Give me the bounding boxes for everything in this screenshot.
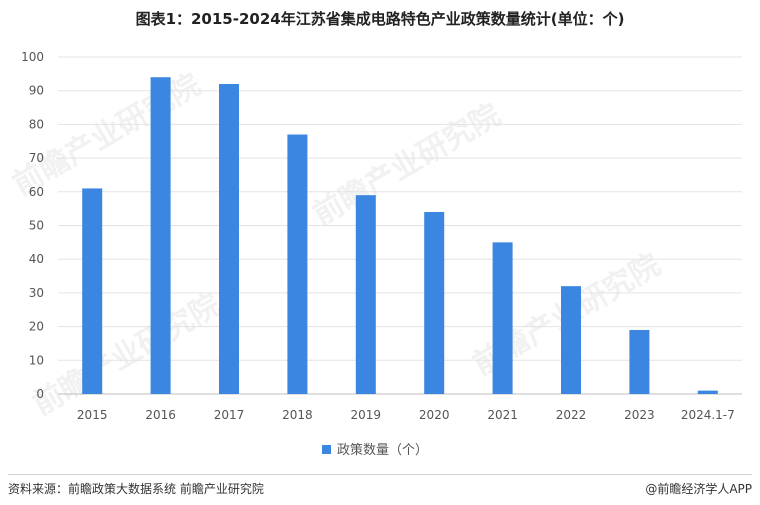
y-tick-label: 60: [29, 185, 44, 199]
legend-swatch: [322, 445, 331, 454]
x-tick-label: 2017: [214, 408, 245, 422]
bar-2017: [219, 83, 239, 395]
bars: [82, 77, 718, 395]
chart-title: 图表1：2015-2024年江苏省集成电路特色产业政策数量统计(单位：个): [135, 10, 625, 28]
bar-2020: [424, 212, 445, 394]
bar-2023: [629, 329, 650, 394]
x-tick-label: 2015: [77, 408, 108, 422]
x-tick-label: 2020: [419, 408, 450, 422]
bar-2016: [150, 77, 171, 394]
x-tick-label: 2021: [487, 408, 518, 422]
legend-label: 政策数量（个）: [337, 442, 428, 458]
bar-2021: [492, 242, 513, 394]
y-tick-label: 10: [29, 353, 44, 367]
y-tick-label: 80: [29, 117, 44, 131]
bar-2018: [287, 134, 308, 394]
y-tick-label: 30: [29, 286, 44, 300]
x-tick-label: 2016: [145, 408, 176, 422]
y-tick-label: 20: [29, 320, 44, 334]
y-tick-label: 50: [29, 219, 44, 233]
source-note: 资料来源：前瞻政策大数据系统 前瞻产业研究院: [8, 482, 264, 496]
footer-divider: [8, 474, 752, 475]
x-tick-label: 2022: [556, 408, 587, 422]
x-tick-label: 2023: [624, 408, 655, 422]
x-tick-label: 2018: [282, 408, 313, 422]
x-tick-label: 2019: [351, 408, 382, 422]
legend: 政策数量（个）: [322, 442, 428, 458]
y-tick-label: 0: [36, 387, 44, 401]
y-tick-label: 90: [29, 84, 44, 98]
y-tick-label: 40: [29, 252, 44, 266]
x-axis-ticks: 2015 2016 2017 2018 2019 2020 2021 2022 2023 2024…: [77, 408, 735, 422]
bar-2024.1-7: [697, 390, 718, 394]
y-tick-label: 70: [29, 151, 44, 165]
x-tick-label: 2024.1-7: [681, 408, 735, 422]
brand-label: @前瞻经济学人APP: [645, 482, 752, 496]
y-axis-ticks: 0 10 20 30 40 50 60 70 80 90 100: [21, 50, 44, 401]
bar-2015: [82, 188, 103, 394]
bar-2022: [561, 286, 581, 394]
bar-2019: [355, 195, 376, 394]
gridlines: [58, 56, 742, 395]
y-tick-label: 100: [21, 50, 44, 64]
